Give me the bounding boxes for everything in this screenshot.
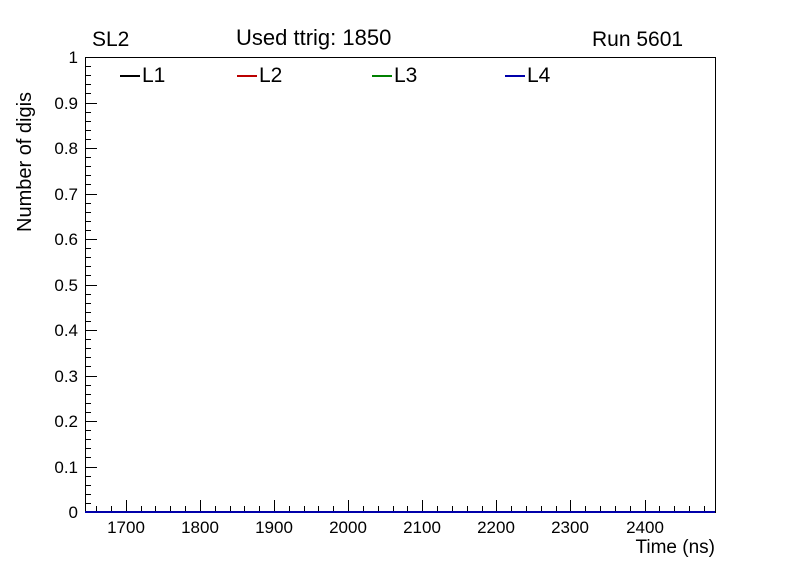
plot-title: Used ttrig: 1850 — [236, 25, 392, 50]
y-tick-label: 0.4 — [54, 321, 78, 340]
legend-label-l1: L1 — [142, 64, 166, 87]
legend-entry-l2: L2 — [237, 63, 282, 89]
legend-label-l4: L4 — [527, 64, 551, 87]
x-tick-label: 2400 — [626, 518, 664, 537]
l3-line-swatch — [372, 75, 392, 77]
legend-entry-l3: L3 — [372, 63, 417, 89]
y-tick-label: 0.7 — [54, 185, 78, 204]
l1-line-swatch — [120, 75, 140, 77]
superlayer-label: SL2 — [92, 28, 130, 51]
x-tick-label: 2100 — [403, 518, 441, 537]
x-tick-label: 2200 — [477, 518, 515, 537]
legend-label-l3: L3 — [394, 64, 418, 87]
run-label: Run 5601 — [592, 28, 684, 51]
x-tick-label: 1800 — [181, 518, 219, 537]
y-tick-label: 0.8 — [54, 139, 78, 158]
y-tick-label: 1 — [69, 48, 78, 67]
l2-line-swatch — [237, 75, 257, 77]
y-tick-label: 0 — [69, 503, 78, 522]
l4-line-swatch — [505, 75, 525, 77]
legend-entry-l4: L4 — [505, 63, 550, 89]
plot-frame — [85, 57, 716, 513]
y-tick-label: 0.5 — [54, 276, 78, 295]
y-tick-label: 0.3 — [54, 367, 78, 386]
x-tick-label: 1700 — [107, 518, 145, 537]
x-tick-label: 2300 — [551, 518, 589, 537]
y-axis-title: Number of digis — [14, 91, 36, 232]
y-tick-label: 0.1 — [54, 458, 78, 477]
legend-entry-l1: L1 — [120, 63, 165, 89]
x-tick-label: 2000 — [329, 518, 367, 537]
y-tick-label: 0.9 — [54, 94, 78, 113]
legend-label-l2: L2 — [259, 64, 283, 87]
y-tick-label: 0.2 — [54, 412, 78, 431]
y-tick-label: 0.6 — [54, 230, 78, 249]
x-tick-label: 1900 — [255, 518, 293, 537]
x-axis-title: Time (ns) — [635, 537, 715, 558]
